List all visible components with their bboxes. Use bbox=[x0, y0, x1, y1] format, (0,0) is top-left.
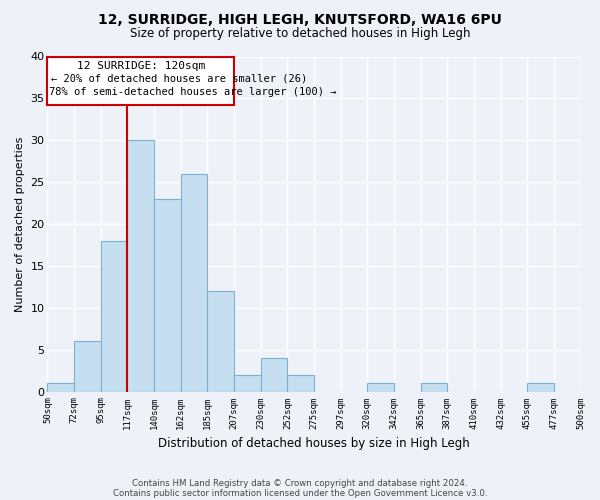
Bar bbox=[367, 383, 394, 392]
Bar bbox=[74, 342, 101, 392]
Bar bbox=[101, 241, 127, 392]
Text: Contains public sector information licensed under the Open Government Licence v3: Contains public sector information licen… bbox=[113, 488, 487, 498]
Text: 78% of semi-detached houses are larger (100) →: 78% of semi-detached houses are larger (… bbox=[49, 86, 336, 97]
Bar bbox=[421, 383, 447, 392]
Y-axis label: Number of detached properties: Number of detached properties bbox=[15, 136, 25, 312]
FancyBboxPatch shape bbox=[47, 56, 234, 105]
Text: ← 20% of detached houses are smaller (26): ← 20% of detached houses are smaller (26… bbox=[50, 74, 307, 84]
Bar bbox=[234, 375, 260, 392]
Bar bbox=[208, 291, 234, 392]
Text: 12, SURRIDGE, HIGH LEGH, KNUTSFORD, WA16 6PU: 12, SURRIDGE, HIGH LEGH, KNUTSFORD, WA16… bbox=[98, 12, 502, 26]
Text: Contains HM Land Registry data © Crown copyright and database right 2024.: Contains HM Land Registry data © Crown c… bbox=[132, 478, 468, 488]
Bar bbox=[154, 199, 181, 392]
Bar bbox=[47, 383, 74, 392]
Bar bbox=[181, 174, 208, 392]
Bar bbox=[260, 358, 287, 392]
Bar bbox=[127, 140, 154, 392]
Bar bbox=[287, 375, 314, 392]
Text: 12 SURRIDGE: 120sqm: 12 SURRIDGE: 120sqm bbox=[77, 60, 205, 70]
Bar bbox=[527, 383, 554, 392]
X-axis label: Distribution of detached houses by size in High Legh: Distribution of detached houses by size … bbox=[158, 437, 470, 450]
Text: Size of property relative to detached houses in High Legh: Size of property relative to detached ho… bbox=[130, 28, 470, 40]
